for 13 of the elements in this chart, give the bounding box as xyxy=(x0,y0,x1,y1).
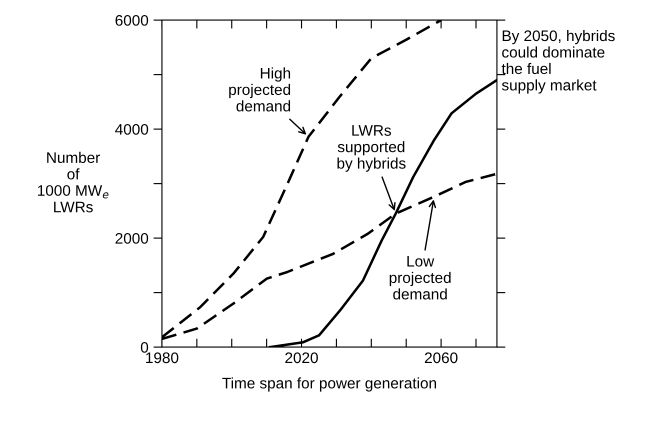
x-tick-label: 2060 xyxy=(424,352,458,364)
annotation: High projected demand xyxy=(229,67,290,112)
y-axis-title: Number of 1000 MW$_{e}$ LWRs xyxy=(38,152,108,212)
y-tick-label: 2000 xyxy=(116,232,148,244)
x-axis-title: Time span for power generation xyxy=(222,377,436,392)
y-tick-label: 4000 xyxy=(115,124,148,135)
y-tick-label: 0 xyxy=(140,342,148,353)
annotation: Low projected demand xyxy=(390,256,451,300)
annotation: LWRs supported by hybrids xyxy=(337,125,406,172)
x-tick-label: 1980 xyxy=(146,352,178,364)
y-tick-label: 6000 xyxy=(116,14,148,26)
text: By 2050, hybrids could dominate the fuel supply market xyxy=(502,30,615,94)
x-tick-label: 2020 xyxy=(285,352,318,364)
